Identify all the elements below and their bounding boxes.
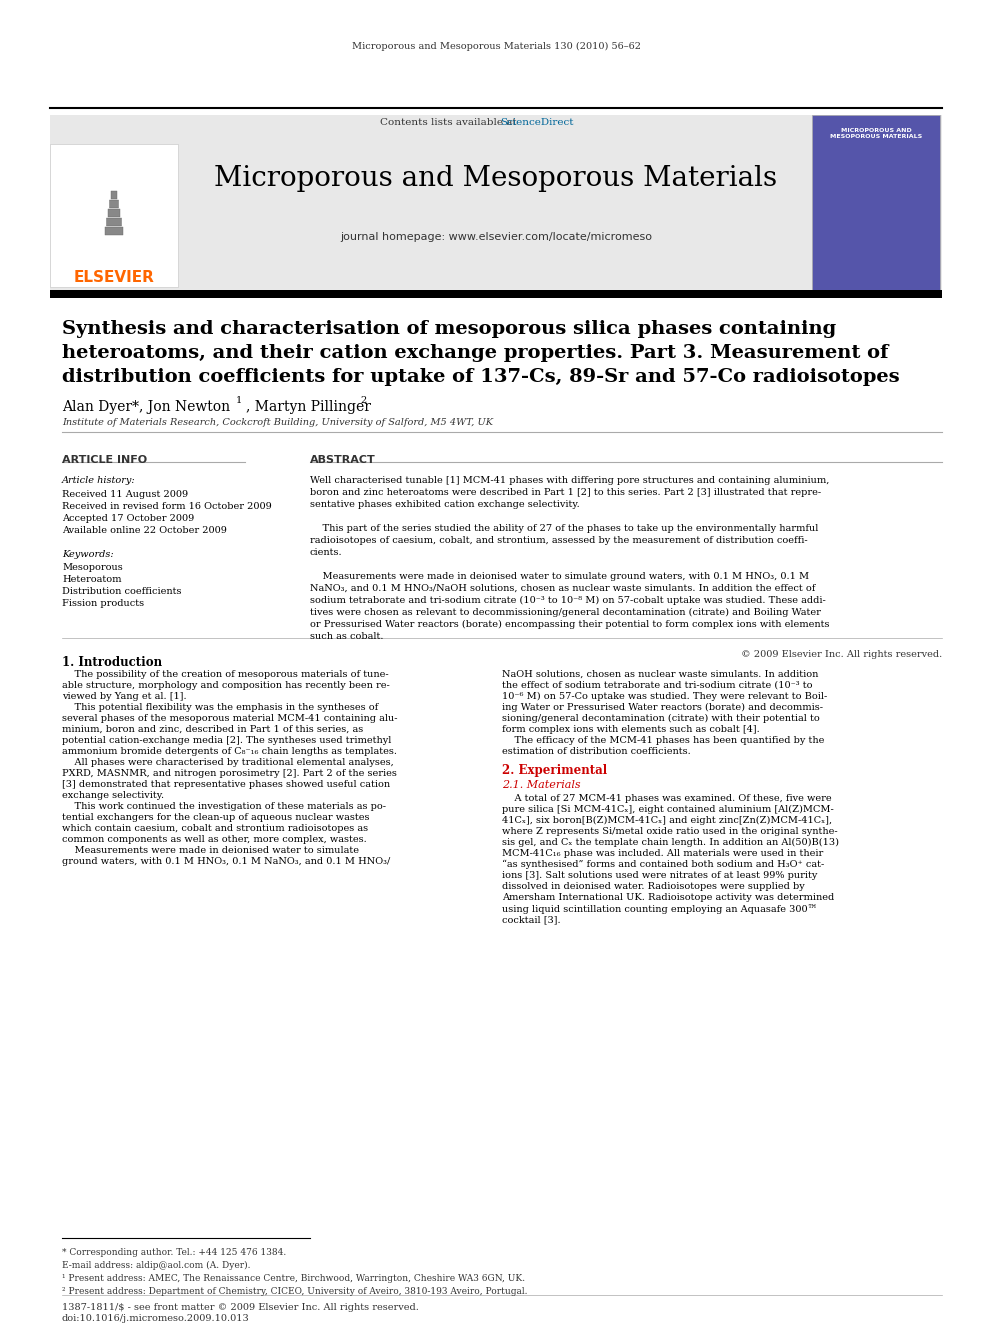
- FancyBboxPatch shape: [111, 191, 117, 198]
- Text: Mesoporous: Mesoporous: [62, 564, 123, 572]
- Text: common components as well as other, more complex, wastes.: common components as well as other, more…: [62, 835, 367, 844]
- Text: 2: 2: [360, 396, 366, 405]
- Text: Measurements were made in deionised water to simulate: Measurements were made in deionised wate…: [62, 845, 359, 855]
- FancyBboxPatch shape: [109, 200, 118, 208]
- FancyBboxPatch shape: [105, 228, 123, 235]
- Bar: [50, 115, 942, 290]
- Text: MICROPOROUS AND
MESOPOROUS MATERIALS: MICROPOROUS AND MESOPOROUS MATERIALS: [830, 128, 923, 139]
- Text: NaOH solutions, chosen as nuclear waste simulants. In addition: NaOH solutions, chosen as nuclear waste …: [502, 669, 818, 679]
- Text: sioning/general decontamination (citrate) with their potential to: sioning/general decontamination (citrate…: [502, 714, 819, 724]
- Text: dissolved in deionised water. Radioisotopes were supplied by: dissolved in deionised water. Radioisoto…: [502, 882, 805, 890]
- Text: ¹ Present address: AMEC, The Renaissance Centre, Birchwood, Warrington, Cheshire: ¹ Present address: AMEC, The Renaissance…: [62, 1274, 525, 1283]
- Text: tential exchangers for the clean-up of aqueous nuclear wastes: tential exchangers for the clean-up of a…: [62, 814, 369, 822]
- Text: ground waters, with 0.1 M HNO₃, 0.1 M NaNO₃, and 0.1 M HNO₃/: ground waters, with 0.1 M HNO₃, 0.1 M Na…: [62, 857, 390, 867]
- Text: Microporous and Mesoporous Materials: Microporous and Mesoporous Materials: [214, 165, 778, 192]
- Text: sentative phases exhibited cation exchange selectivity.: sentative phases exhibited cation exchan…: [310, 500, 579, 509]
- Text: radioisotopes of caesium, cobalt, and strontium, assessed by the measurement of : radioisotopes of caesium, cobalt, and st…: [310, 536, 807, 545]
- Text: Microporous and Mesoporous Materials 130 (2010) 56–62: Microporous and Mesoporous Materials 130…: [351, 42, 641, 52]
- FancyBboxPatch shape: [106, 218, 121, 226]
- Text: This potential flexibility was the emphasis in the syntheses of: This potential flexibility was the empha…: [62, 703, 378, 712]
- Text: sis gel, and Cₓ the template chain length. In addition an Al(50)B(13): sis gel, and Cₓ the template chain lengt…: [502, 837, 839, 847]
- Text: , Martyn Pillinger: , Martyn Pillinger: [246, 400, 375, 414]
- Text: A total of 27 MCM-41 phases was examined. Of these, five were: A total of 27 MCM-41 phases was examined…: [502, 794, 831, 803]
- Text: 2.1. Materials: 2.1. Materials: [502, 781, 580, 790]
- Text: tives were chosen as relevant to decommissioning/general decontamination (citrat: tives were chosen as relevant to decommi…: [310, 609, 820, 617]
- Text: several phases of the mesoporous material MCM-41 containing alu-: several phases of the mesoporous materia…: [62, 714, 398, 722]
- Text: © 2009 Elsevier Inc. All rights reserved.: © 2009 Elsevier Inc. All rights reserved…: [741, 650, 942, 659]
- Text: 1. Introduction: 1. Introduction: [62, 656, 162, 669]
- Text: ammonium bromide detergents of C₈⁻₁₆ chain lengths as templates.: ammonium bromide detergents of C₈⁻₁₆ cha…: [62, 747, 397, 755]
- Text: ARTICLE INFO: ARTICLE INFO: [62, 455, 147, 464]
- Text: potential cation-exchange media [2]. The syntheses used trimethyl: potential cation-exchange media [2]. The…: [62, 736, 392, 745]
- Text: Article history:: Article history:: [62, 476, 136, 486]
- Text: 41Cₓ], six boron[B(Z)MCM-41Cₓ] and eight zinc[Zn(Z)MCM-41Cₓ],: 41Cₓ], six boron[B(Z)MCM-41Cₓ] and eight…: [502, 816, 832, 826]
- Text: This work continued the investigation of these materials as po-: This work continued the investigation of…: [62, 802, 386, 811]
- Text: form complex ions with elements such as cobalt [4].: form complex ions with elements such as …: [502, 725, 760, 734]
- Text: able structure, morphology and composition has recently been re-: able structure, morphology and compositi…: [62, 681, 390, 691]
- Text: ions [3]. Salt solutions used were nitrates of at least 99% purity: ions [3]. Salt solutions used were nitra…: [502, 871, 817, 880]
- Text: Keywords:: Keywords:: [62, 550, 114, 560]
- Text: The efficacy of the MCM-41 phases has been quantified by the: The efficacy of the MCM-41 phases has be…: [502, 736, 824, 745]
- Text: Measurements were made in deionised water to simulate ground waters, with 0.1 M : Measurements were made in deionised wate…: [310, 572, 809, 581]
- Text: Heteroatom: Heteroatom: [62, 576, 121, 583]
- Text: exchange selectivity.: exchange selectivity.: [62, 791, 164, 800]
- Text: Contents lists available at: Contents lists available at: [380, 118, 520, 127]
- FancyBboxPatch shape: [108, 209, 120, 217]
- Text: MCM-41C₁₆ phase was included. All materials were used in their: MCM-41C₁₆ phase was included. All materi…: [502, 849, 823, 859]
- Text: Synthesis and characterisation of mesoporous silica phases containing: Synthesis and characterisation of mesopo…: [62, 320, 836, 337]
- Text: minium, boron and zinc, described in Part 1 of this series, as: minium, boron and zinc, described in Par…: [62, 725, 363, 734]
- Text: [3] demonstrated that representative phases showed useful cation: [3] demonstrated that representative pha…: [62, 781, 390, 789]
- Text: Fission products: Fission products: [62, 599, 144, 609]
- Text: such as cobalt.: such as cobalt.: [310, 632, 384, 642]
- Text: ² Present address: Department of Chemistry, CICEO, University of Aveiro, 3810-19: ² Present address: Department of Chemist…: [62, 1287, 528, 1297]
- Bar: [50, 144, 178, 287]
- Text: the effect of sodium tetraborate and tri-sodium citrate (10⁻³ to: the effect of sodium tetraborate and tri…: [502, 681, 812, 691]
- Text: * Corresponding author. Tel.: +44 125 476 1384.: * Corresponding author. Tel.: +44 125 47…: [62, 1248, 287, 1257]
- Text: or Pressurised Water reactors (borate) encompassing their potential to form comp: or Pressurised Water reactors (borate) e…: [310, 620, 829, 630]
- Bar: [812, 115, 940, 290]
- Text: NaNO₃, and 0.1 M HNO₃/NaOH solutions, chosen as nuclear waste simulants. In addi: NaNO₃, and 0.1 M HNO₃/NaOH solutions, ch…: [310, 583, 815, 593]
- Text: ing Water or Pressurised Water reactors (borate) and decommis-: ing Water or Pressurised Water reactors …: [502, 703, 823, 712]
- Text: Received in revised form 16 October 2009: Received in revised form 16 October 2009: [62, 501, 272, 511]
- Text: Received 11 August 2009: Received 11 August 2009: [62, 490, 188, 499]
- Text: distribution coefficients for uptake of 137-Cs, 89-Sr and 57-Co radioisotopes: distribution coefficients for uptake of …: [62, 368, 900, 386]
- Text: heteroatoms, and their cation exchange properties. Part 3. Measurement of: heteroatoms, and their cation exchange p…: [62, 344, 889, 363]
- Text: doi:10.1016/j.micromeso.2009.10.013: doi:10.1016/j.micromeso.2009.10.013: [62, 1314, 250, 1323]
- Text: 10⁻⁶ M) on 57-Co uptake was studied. They were relevant to Boil-: 10⁻⁶ M) on 57-Co uptake was studied. The…: [502, 692, 827, 701]
- Text: cocktail [3].: cocktail [3].: [502, 916, 560, 923]
- Text: boron and zinc heteroatoms were described in Part 1 [2] to this series. Part 2 [: boron and zinc heteroatoms were describe…: [310, 488, 821, 497]
- Text: All phases were characterised by traditional elemental analyses,: All phases were characterised by traditi…: [62, 758, 394, 767]
- Text: which contain caesium, cobalt and strontium radioisotopes as: which contain caesium, cobalt and stront…: [62, 824, 368, 833]
- Text: Institute of Materials Research, Cockcroft Building, University of Salford, M5 4: Institute of Materials Research, Cockcro…: [62, 418, 493, 427]
- Text: viewed by Yang et al. [1].: viewed by Yang et al. [1].: [62, 692, 186, 701]
- Text: ScienceDirect: ScienceDirect: [500, 118, 573, 127]
- Text: E-mail address: aldip@aol.com (A. Dyer).: E-mail address: aldip@aol.com (A. Dyer).: [62, 1261, 251, 1270]
- Text: Distribution coefficients: Distribution coefficients: [62, 587, 182, 595]
- Text: 2. Experimental: 2. Experimental: [502, 763, 607, 777]
- Text: using liquid scintillation counting employing an Aquasafe 300™: using liquid scintillation counting empl…: [502, 904, 817, 914]
- Text: sodium tetraborate and tri-sodium citrate (10⁻³ to 10⁻⁸ M) on 57-cobalt uptake w: sodium tetraborate and tri-sodium citrat…: [310, 595, 825, 605]
- Text: Available online 22 October 2009: Available online 22 October 2009: [62, 527, 227, 534]
- Text: Accepted 17 October 2009: Accepted 17 October 2009: [62, 515, 194, 523]
- Text: “as synthesised” forms and contained both sodium and H₃O⁺ cat-: “as synthesised” forms and contained bot…: [502, 860, 824, 869]
- Text: PXRD, MASNMR, and nitrogen porosimetry [2]. Part 2 of the series: PXRD, MASNMR, and nitrogen porosimetry […: [62, 769, 397, 778]
- Text: ABSTRACT: ABSTRACT: [310, 455, 376, 464]
- Text: journal homepage: www.elsevier.com/locate/micromeso: journal homepage: www.elsevier.com/locat…: [340, 232, 652, 242]
- Text: This part of the series studied the ability of 27 of the phases to take up the e: This part of the series studied the abil…: [310, 524, 818, 533]
- Text: pure silica [Si MCM-41Cₓ], eight contained aluminium [Al(Z)MCM-: pure silica [Si MCM-41Cₓ], eight contain…: [502, 804, 833, 814]
- Text: Well characterised tunable [1] MCM-41 phases with differing pore structures and : Well characterised tunable [1] MCM-41 ph…: [310, 476, 829, 486]
- Bar: [50, 290, 942, 298]
- Text: Amersham International UK. Radioisotope activity was determined: Amersham International UK. Radioisotope …: [502, 893, 834, 902]
- Text: 1: 1: [236, 396, 242, 405]
- Text: 1387-1811/$ - see front matter © 2009 Elsevier Inc. All rights reserved.: 1387-1811/$ - see front matter © 2009 El…: [62, 1303, 419, 1312]
- Text: where Z represents Si/metal oxide ratio used in the original synthe-: where Z represents Si/metal oxide ratio …: [502, 827, 837, 836]
- Text: estimation of distribution coefficients.: estimation of distribution coefficients.: [502, 747, 690, 755]
- Text: Alan Dyer*, Jon Newton: Alan Dyer*, Jon Newton: [62, 400, 234, 414]
- Text: ELSEVIER: ELSEVIER: [73, 270, 155, 284]
- Text: cients.: cients.: [310, 548, 342, 557]
- Text: The possibility of the creation of mesoporous materials of tune-: The possibility of the creation of mesop…: [62, 669, 389, 679]
